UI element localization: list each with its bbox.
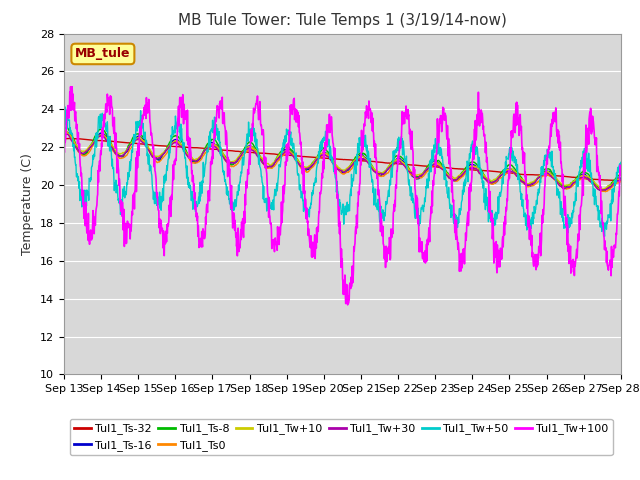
Y-axis label: Temperature (C): Temperature (C) [22,153,35,255]
Title: MB Tule Tower: Tule Temps 1 (3/19/14-now): MB Tule Tower: Tule Temps 1 (3/19/14-now… [178,13,507,28]
Legend: Tul1_Ts-32, Tul1_Ts-16, Tul1_Ts-8, Tul1_Ts0, Tul1_Tw+10, Tul1_Tw+30, Tul1_Tw+50,: Tul1_Ts-32, Tul1_Ts-16, Tul1_Ts-8, Tul1_… [70,419,612,456]
Text: MB_tule: MB_tule [75,48,131,60]
